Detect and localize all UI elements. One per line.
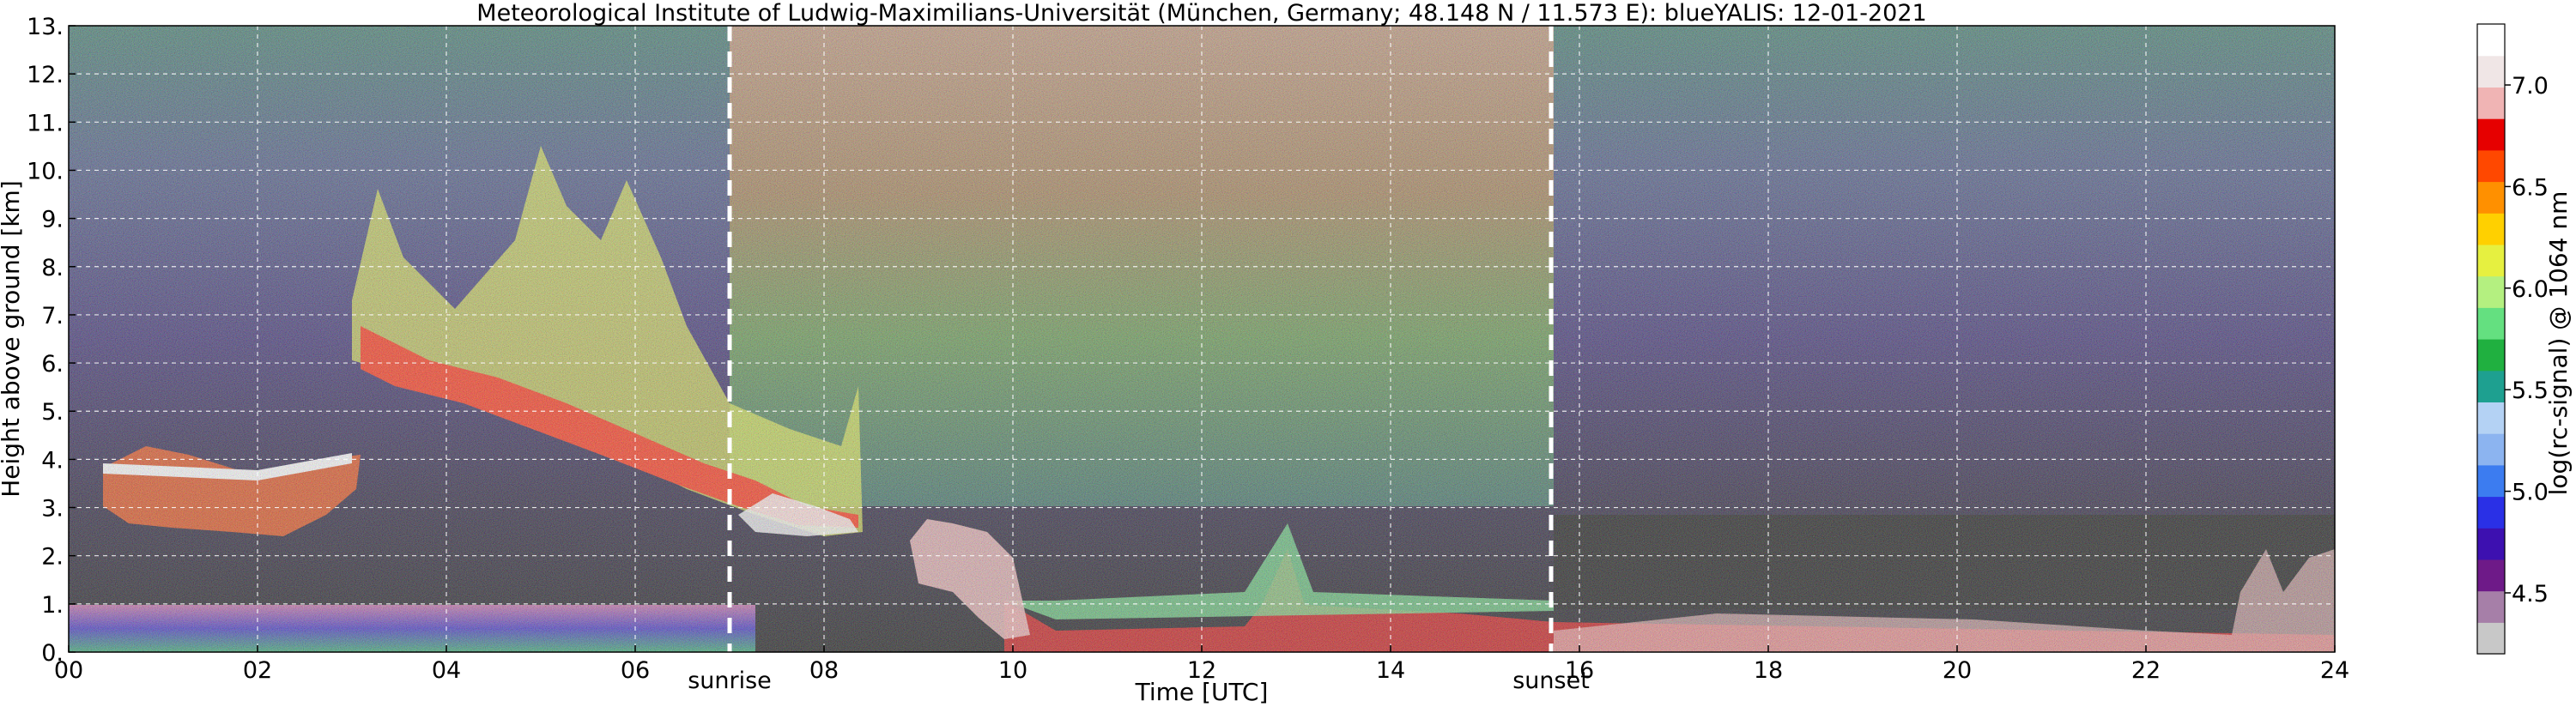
y-tick-label: 12. [27, 62, 64, 88]
event-lines: sunrise sunset [688, 26, 1590, 694]
colorbar-swatch [2477, 590, 2505, 623]
y-tick-label: 5. [41, 399, 64, 426]
event-label-sunrise: sunrise [688, 668, 772, 694]
y-tick-label: 4. [41, 447, 64, 474]
colorbar-label: log(rc-signal) @ 1064 nm [2544, 191, 2573, 496]
y-tick-label: 8. [41, 255, 64, 281]
y-tick-label: 6. [41, 351, 64, 378]
colorbar-tick-label: 4.5 [2512, 581, 2549, 607]
x-axis-label: Time [UTC] [1135, 678, 1269, 706]
grid [69, 26, 2335, 652]
colorbar-swatch [2477, 307, 2505, 340]
chart-title: Meteorological Institute of Ludwig-Maxim… [476, 0, 1926, 27]
y-tick-label: 7. [41, 303, 64, 329]
colorbar-swatch [2477, 496, 2505, 529]
y-tick-label: 9. [41, 207, 64, 233]
x-tick-label: 16 [1565, 657, 1594, 684]
x-tick-label: 18 [1754, 657, 1783, 684]
colorbar-tick-label: 7.0 [2512, 73, 2549, 100]
colorbar-swatch [2477, 559, 2505, 592]
x-tick-label: 22 [2131, 657, 2161, 684]
colorbar-swatch [2477, 213, 2505, 245]
x-tick-label: 10 [998, 657, 1027, 684]
x-tick-label: 02 [243, 657, 272, 684]
y-tick-label: 2. [41, 544, 64, 571]
y-tick-label: 3. [41, 496, 64, 523]
colorbar-swatch [2477, 24, 2505, 57]
colorbar-swatch [2477, 464, 2505, 498]
colorbar-swatch [2477, 118, 2505, 151]
x-tick-label: 12 [1187, 657, 1216, 684]
event-label-sunset: sunset [1512, 668, 1590, 694]
y-tick-label: 13. [27, 14, 64, 40]
x-tick-label: 14 [1376, 657, 1405, 684]
x-tick-label: 24 [2320, 657, 2349, 684]
colorbar-swatch [2477, 149, 2505, 183]
y-tick-label: 1. [41, 592, 64, 619]
colorbar-swatch [2477, 622, 2505, 655]
x-tick-label: 00 [54, 657, 83, 684]
y-axis-label: Height above ground [km] [0, 180, 25, 498]
colorbar-tick-label: 6.5 [2512, 174, 2549, 201]
colorbar-frame [2476, 23, 2506, 655]
colorbar-swatch [2477, 244, 2505, 277]
colorbar-swatch [2477, 55, 2505, 88]
y-axis-ticks: 0. 1. 2. 3. 4. 5. 6. 7. 8. 9. 10. 11. 12. 13. [27, 14, 76, 667]
x-tick-label: 08 [809, 657, 839, 684]
colorbar-swatch [2477, 528, 2505, 560]
y-tick-label: 10. [27, 158, 64, 184]
colorbar-swatch [2477, 433, 2505, 466]
x-tick-label: 04 [432, 657, 461, 684]
colorbar-swatch [2477, 339, 2505, 372]
colorbar-tick-label: 5.0 [2512, 480, 2549, 506]
colorbar-swatch [2477, 87, 2505, 119]
x-tick-label: 20 [1943, 657, 1972, 684]
colorbar-swatch [2477, 370, 2505, 402]
colorbar: 4.5 5.0 5.5 6.0 6.5 7.0 [2476, 23, 2549, 655]
colorbar-tick-label: 5.5 [2512, 378, 2549, 404]
colorbar-swatch [2477, 181, 2505, 214]
x-axis-ticks: 00 02 04 06 08 10 12 14 16 18 20 22 24 [54, 645, 2349, 684]
x-tick-label: 06 [621, 657, 650, 684]
colorbar-tick-label: 6.0 [2512, 276, 2549, 303]
y-tick-label: 0. [41, 640, 64, 667]
colorbar-swatch [2477, 275, 2505, 308]
colorbar-swatch [2477, 402, 2505, 434]
y-tick-label: 11. [27, 110, 64, 136]
